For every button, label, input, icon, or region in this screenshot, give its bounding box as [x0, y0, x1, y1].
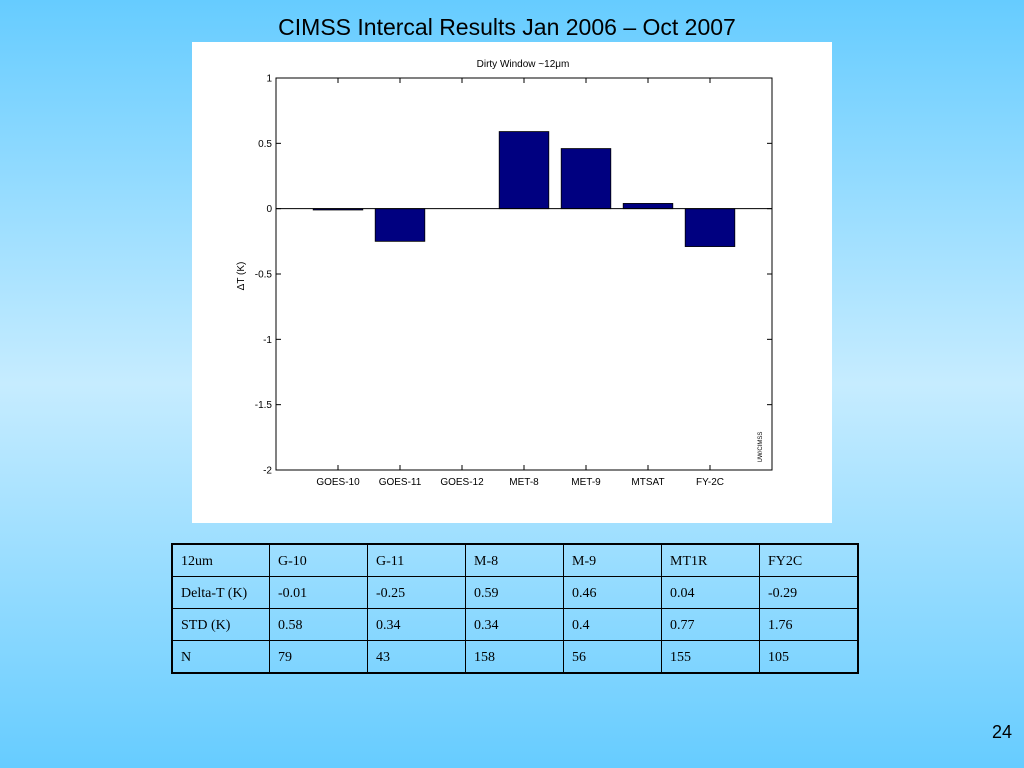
- y-tick-label: 0: [266, 204, 272, 215]
- table-cell: N: [171, 640, 270, 674]
- table-cell: G-11: [367, 543, 466, 577]
- table-cell: Delta-T (K): [171, 576, 270, 609]
- bar-met-8: [498, 131, 550, 210]
- slide-title: CIMSS Intercal Results Jan 2006 – Oct 20…: [278, 14, 736, 40]
- table-cell: M-8: [465, 543, 564, 577]
- x-tick-label: FY-2C: [696, 477, 724, 488]
- x-tick-label: MTSAT: [631, 477, 664, 488]
- table-cell: -0.01: [269, 576, 368, 609]
- watermark-label: UW/CIMSS: [758, 432, 764, 463]
- table-cell: 79: [269, 640, 368, 674]
- bars-group: [312, 131, 736, 247]
- x-tick-label: GOES-11: [379, 477, 422, 488]
- table-row: STD (K) 0.58 0.34 0.34 0.4 0.77 1.76: [171, 608, 859, 641]
- table-cell: 0.04: [661, 576, 760, 609]
- bar-mtsat: [622, 203, 674, 210]
- table-cell: FY2C: [759, 543, 859, 577]
- table-cell: 0.34: [465, 608, 564, 641]
- x-tick-label: GOES-12: [440, 477, 484, 488]
- table-cell: 1.76: [759, 608, 859, 641]
- table-cell: 0.34: [367, 608, 466, 641]
- table-cell: -0.25: [367, 576, 466, 609]
- table-cell: 0.59: [465, 576, 564, 609]
- table-cell: 155: [661, 640, 760, 674]
- y-tick-label: 1: [266, 74, 272, 85]
- chart-title: Dirty Window ~12μm: [477, 59, 570, 70]
- table-cell: MT1R: [661, 543, 760, 577]
- table-cell: 12um: [171, 543, 270, 577]
- y-axis-label: ΔT (K): [236, 262, 247, 291]
- x-tick-label: MET-9: [571, 477, 601, 488]
- table-cell: G-10: [269, 543, 368, 577]
- table-row: Delta-T (K) -0.01 -0.25 0.59 0.46 0.04 -0.29: [171, 576, 859, 609]
- table-cell: 43: [367, 640, 466, 674]
- table-cell: 158: [465, 640, 564, 674]
- bar-met-9: [560, 148, 612, 210]
- x-tick-label: MET-8: [509, 477, 539, 488]
- table-header-row: 12um G-10 G-11 M-8 M-9 MT1R FY2C: [171, 543, 859, 577]
- table-cell: M-9: [563, 543, 662, 577]
- y-tick-label: -0.5: [255, 270, 273, 281]
- results-table: 12um G-10 G-11 M-8 M-9 MT1R FY2C Delta-T (K) -0.…: [171, 543, 859, 674]
- chart-panel: Dirty Window ~12μm 1 0.5 0 -0.5 -1 -1.5 -2 GOE…: [192, 42, 832, 523]
- bar-goes-11: [374, 208, 426, 242]
- table-cell: STD (K): [171, 608, 270, 641]
- table-cell: 105: [759, 640, 859, 674]
- x-ticks-group: GOES-10 GOES-11 GOES-12 MET-8 MET-9 MTSAT FY-2…: [316, 78, 724, 488]
- table-row: N 79 43 158 56 155 105: [171, 640, 859, 674]
- table-cell: -0.29: [759, 576, 859, 609]
- y-tick-label: -1: [263, 335, 272, 346]
- table-cell: 0.77: [661, 608, 760, 641]
- y-ticks-group: 1 0.5 0 -0.5 -1 -1.5 -2: [255, 74, 772, 477]
- page-number: 24: [991, 722, 1012, 742]
- table-cell: 0.46: [563, 576, 662, 609]
- table-cell: 56: [563, 640, 662, 674]
- bar-chart: Dirty Window ~12μm 1 0.5 0 -0.5 -1 -1.5 -2 GOE…: [236, 59, 773, 488]
- table-cell: 0.4: [563, 608, 662, 641]
- y-tick-label: -1.5: [255, 400, 273, 411]
- bar-fy-2c: [684, 208, 736, 247]
- y-tick-label: -2: [263, 466, 272, 477]
- y-tick-label: 0.5: [258, 139, 272, 150]
- x-tick-label: GOES-10: [316, 477, 360, 488]
- table-cell: 0.58: [269, 608, 368, 641]
